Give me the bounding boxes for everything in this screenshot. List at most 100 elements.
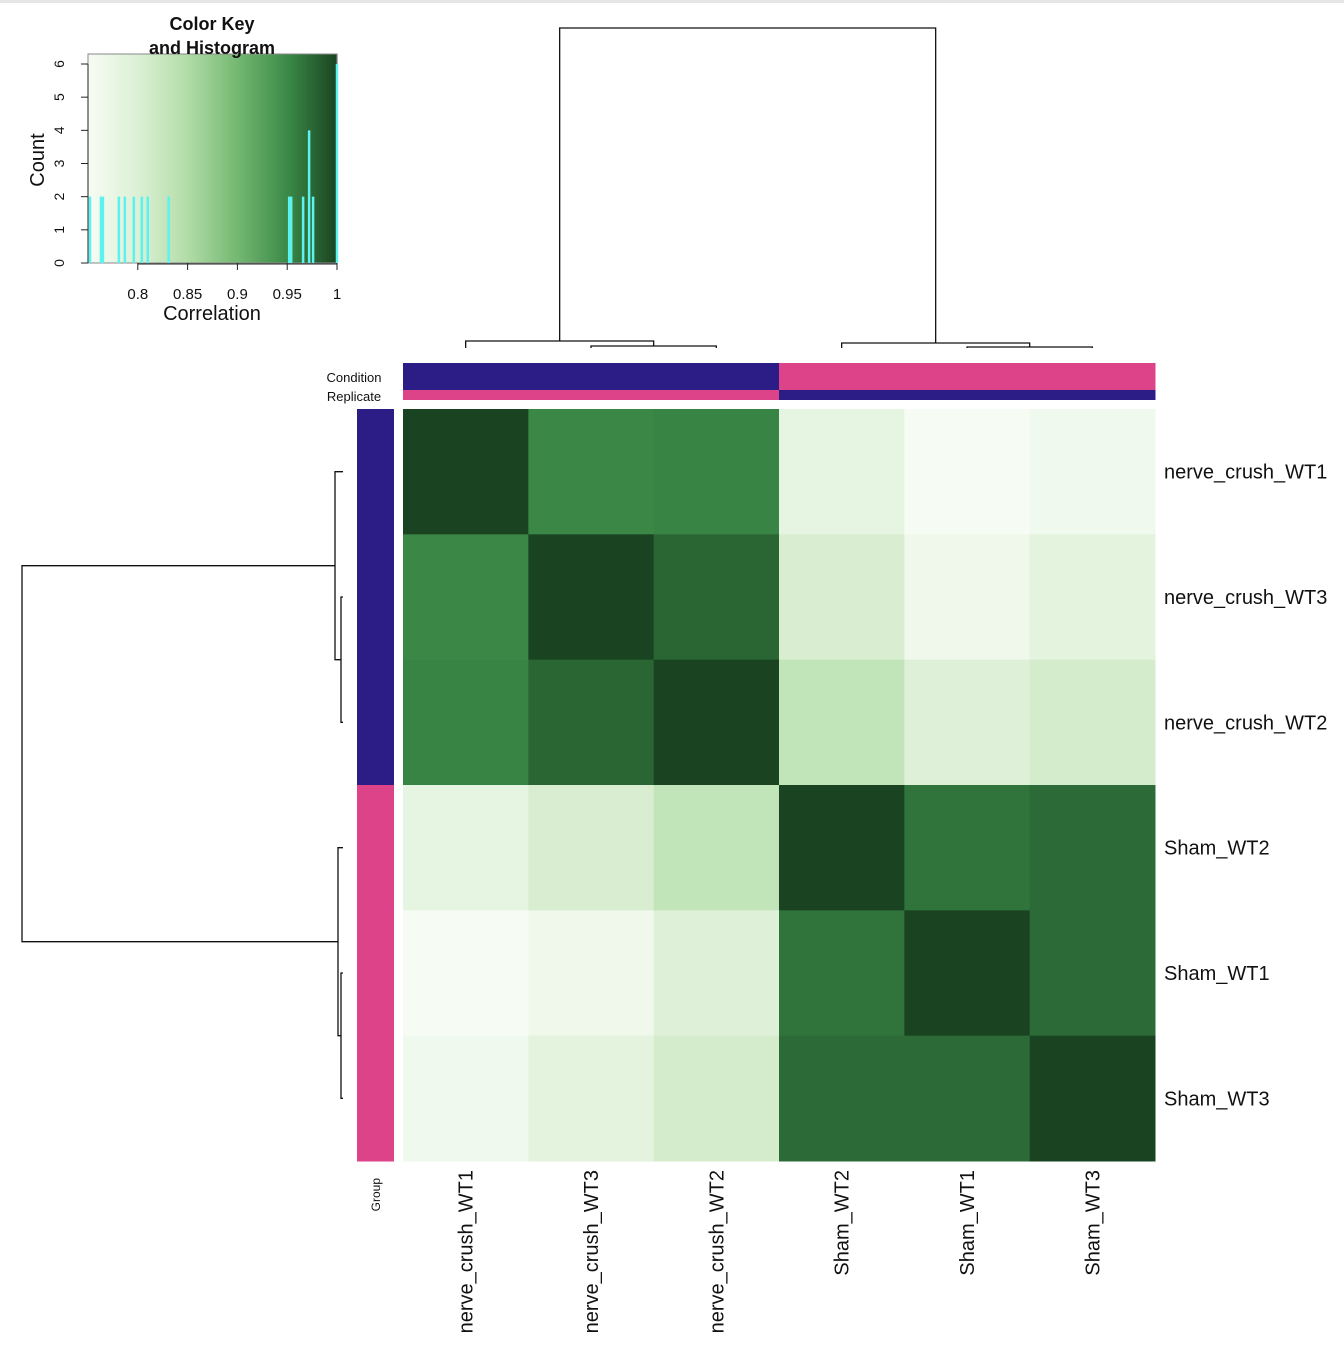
x-tick-label: 0.9 [227,286,248,303]
color-key-gradient-strip [115,54,119,263]
color-key-gradient-strip [324,54,328,263]
color-key-gradient-strip [112,54,116,263]
heatmap-cell [904,659,1031,786]
condition-track-cell [403,363,529,390]
color-key-gradient-strip [187,54,191,263]
row-label: Sham_WT1 [1164,963,1270,985]
left-dendrogram-branch [340,972,343,1099]
x-tick-label: 0.85 [173,286,202,303]
heatmap-cell [403,1035,529,1162]
color-key-gradient-strip [127,54,131,263]
heatmap-cell [403,910,529,1037]
color-key-gradient-strip [292,54,296,263]
color-key-gradient-strip [212,54,216,263]
color-key-gradient-strip [244,54,248,263]
group-track-cell [357,659,394,786]
color-key-gradient-strip [177,54,181,263]
color-key-gradient-strip [157,54,161,263]
color-key-gradient-strip [100,54,104,263]
color-key-gradient-strip [249,54,253,263]
color-key-gradient-strip [162,54,166,263]
color-key-gradient-strip [145,54,149,263]
color-key-gradient-strip [232,54,236,263]
color-key-gradient-strip [309,54,313,263]
color-key-gradient-strip [297,54,301,263]
heatmap-cell [904,910,1031,1037]
color-key-gradient-strip [172,54,176,263]
color-key-gradient-strip [227,54,231,263]
row-label: nerve_crush_WT3 [1164,587,1327,609]
color-key-gradient-strip [192,54,196,263]
condition-track-cell [1029,363,1156,390]
column-label: Sham_WT2 [832,1170,854,1276]
x-tick-label: 1 [333,286,341,303]
color-key-gradient-strip [137,54,141,263]
condition-track-cell [904,363,1031,390]
y-tick-label: 2 [51,193,67,201]
color-key-gradient-strip [170,54,174,263]
color-key-gradient-strip [254,54,258,263]
heatmap-cell [528,785,655,911]
color-key-gradient-strip [125,54,129,263]
color-key-gradient-strip [167,54,171,263]
y-tick-label: 4 [51,126,67,134]
row-label: Sham_WT2 [1164,838,1270,860]
color-key-gradient-strip [329,54,333,263]
color-key-gradient-strip [314,54,318,263]
heatmap-cell [904,409,1031,535]
color-key-gradient-strip [165,54,169,263]
color-key-gradient-strip [214,54,219,263]
color-key-gradient-strip [277,54,281,263]
condition-track-cell [779,363,905,390]
color-key-gradient-strip [262,54,266,263]
row-label: nerve_crush_WT2 [1164,712,1327,734]
heatmap-cell [403,534,529,661]
color-key-gradient-strip [210,54,214,263]
color-key-gradient-strip [237,54,241,263]
heatmap-cell [528,1035,655,1162]
heatmap-cell [528,659,655,786]
color-key-gradient-strip [269,54,273,263]
group-track-cell [357,785,394,911]
group-track-cell [357,409,394,535]
color-key-xlabel: Correlation [163,303,261,325]
color-key-gradient-strip [217,54,221,263]
heatmap-cell [653,910,780,1037]
group-track-cell [357,1035,394,1162]
color-key-gradient-strip [294,54,298,263]
color-key-gradient-strip [147,54,151,263]
color-key-gradient-strip [152,54,156,263]
color-key-gradient-strip [90,54,94,263]
heatmap-cell [904,534,1031,661]
color-key-gradient-strip [274,54,278,263]
replicate-track-cell [904,390,1031,400]
heatmap-cell [653,534,780,661]
color-key-gradient-strip [95,54,99,263]
color-key-gradient-strip [197,54,201,263]
color-key-gradient-strip [327,54,331,263]
heatmap-cell [653,409,780,535]
column-label: nerve_crush_WT1 [456,1170,478,1333]
heatmap-cell [1029,910,1156,1037]
color-key-gradient-strip [105,54,109,263]
color-key-gradient-strip [332,54,336,263]
heatmap-cell [528,910,655,1037]
track-label-condition: Condition [327,370,382,385]
heatmap-cell [779,659,905,786]
y-tick-label: 3 [51,159,67,167]
top-dendrogram-branch [465,340,655,348]
color-key-gradient-strip [252,54,256,263]
color-key-gradient-strip [175,54,179,263]
color-key-gradient-strip [205,54,209,263]
x-tick-label: 0.8 [127,286,148,303]
color-key-ylabel: Count [27,133,49,187]
heatmap-cell [904,785,1031,911]
left-dendrogram-branch [334,471,343,661]
y-tick-label: 5 [51,93,67,101]
color-key-gradient-strip [185,54,189,263]
color-key-gradient-strip [150,54,154,263]
color-key-gradient-strip [317,54,321,263]
heatmap-cell [653,659,780,786]
color-key-gradient-strip [122,54,126,263]
color-key-title: Color Key [169,14,254,34]
